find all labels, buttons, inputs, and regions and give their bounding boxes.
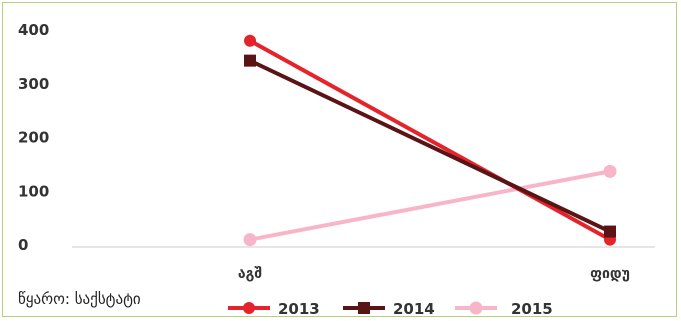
legend-label: 2015: [511, 300, 553, 318]
legend-item-2014: 2014: [343, 300, 435, 318]
x-category-label: აგშ: [238, 266, 262, 282]
y-axis-ticks: 0 100 200 300 400: [18, 21, 49, 254]
legend-marker: [243, 302, 255, 314]
legend-item-2015: 2015: [455, 300, 553, 318]
series-line: [248, 58, 612, 234]
data-point: [244, 34, 256, 47]
data-point: [603, 164, 617, 178]
y-tick-label: 200: [18, 129, 49, 147]
source-note: წყარო: საქსტატი: [18, 290, 141, 308]
data-point: [243, 233, 257, 247]
legend-label: 2014: [393, 300, 435, 318]
chart-frame: [2, 2, 677, 317]
y-tick-label: 100: [18, 182, 49, 200]
legend: 2013 2014 2015: [228, 300, 553, 318]
legend-label: 2013: [278, 300, 320, 318]
data-point: [244, 54, 256, 67]
series-2014: [244, 54, 616, 238]
series-line: [248, 38, 612, 242]
series-line: [248, 169, 612, 242]
data-point: [604, 225, 616, 238]
legend-marker: [469, 301, 483, 315]
y-tick-label: 400: [18, 21, 49, 39]
series-group: [243, 34, 617, 247]
series-2015: [243, 164, 617, 247]
legend-marker: [358, 302, 370, 314]
y-tick-label: 0: [18, 236, 28, 254]
x-category-label: ფიდუ: [590, 266, 630, 282]
x-axis-categories: აგშ ფიდუ: [238, 266, 630, 282]
legend-item-2013: 2013: [228, 300, 320, 318]
y-tick-label: 300: [18, 75, 49, 93]
series-2013: [244, 34, 616, 246]
